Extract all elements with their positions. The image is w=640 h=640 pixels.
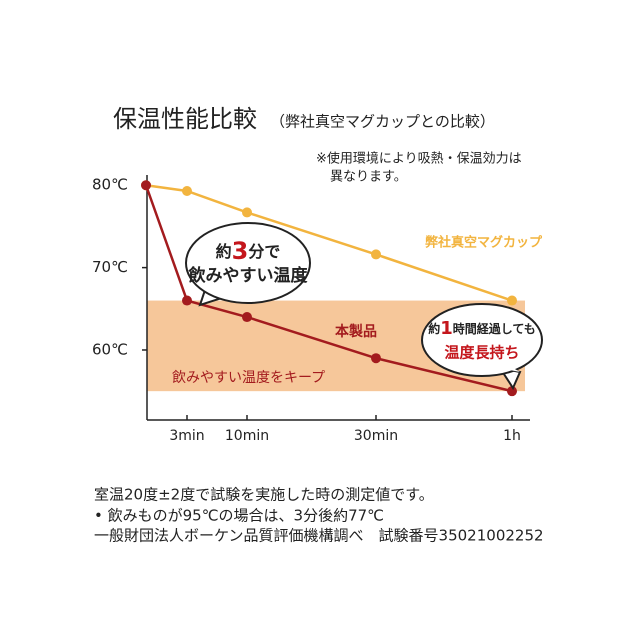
callout-line: 飲みやすい温度 (188, 265, 309, 286)
callout-emphasis: 3 (232, 237, 249, 265)
data-point (507, 386, 517, 397)
callout-text: 約 (428, 321, 440, 336)
callout-text: 時間経過しても (453, 321, 536, 336)
data-point (182, 186, 192, 197)
data-point (242, 207, 252, 218)
callout-tail-cover (205, 273, 248, 298)
band-label: 飲みやすい温度をキープ (172, 370, 325, 386)
callout-emphasis: 1 (440, 318, 453, 339)
callout-text: 約 (216, 242, 232, 261)
chart-title: 保温性能比較 (113, 105, 257, 133)
data-point (371, 249, 381, 260)
callout-line: 温度長持ち (444, 344, 519, 362)
series-label: 弊社真空マグカップ (425, 235, 543, 251)
footer-text: 室温20度±2度で試験を実施した時の測定値です。 (94, 486, 434, 504)
callout-bubble (185, 222, 311, 304)
footer-text: 一般財団法人ボーケン品質評価機構調べ 試験番号35021002252 (94, 527, 544, 545)
callout-tail-cover (482, 350, 520, 372)
x-tick-label: 30min (354, 428, 398, 444)
data-point (242, 312, 252, 323)
callout-line: 約3分で (216, 237, 281, 265)
data-point (141, 180, 151, 191)
data-point (182, 295, 192, 306)
callout-bubble (421, 303, 543, 377)
x-tick-label: 1h (503, 428, 521, 444)
data-point (371, 353, 381, 364)
y-tick-label: 60℃ (92, 340, 128, 358)
note: ※使用環境により吸熱・保温効力は (316, 151, 522, 167)
footer-text: • 飲みものが95℃の場合は、3分後約77℃ (94, 507, 384, 525)
series-label: 本製品 (335, 323, 377, 340)
x-tick-label: 3min (169, 428, 204, 444)
callout-line: 約1時間経過しても (428, 318, 536, 339)
data-point (507, 295, 517, 306)
x-tick-label: 10min (225, 428, 269, 444)
chart-subtitle: （弊社真空マグカップとの比較） (270, 113, 495, 131)
y-tick-label: 80℃ (92, 176, 128, 194)
callout-text: 分で (248, 242, 280, 261)
note: 異なります。 (330, 170, 407, 185)
y-tick-label: 70℃ (92, 258, 128, 276)
